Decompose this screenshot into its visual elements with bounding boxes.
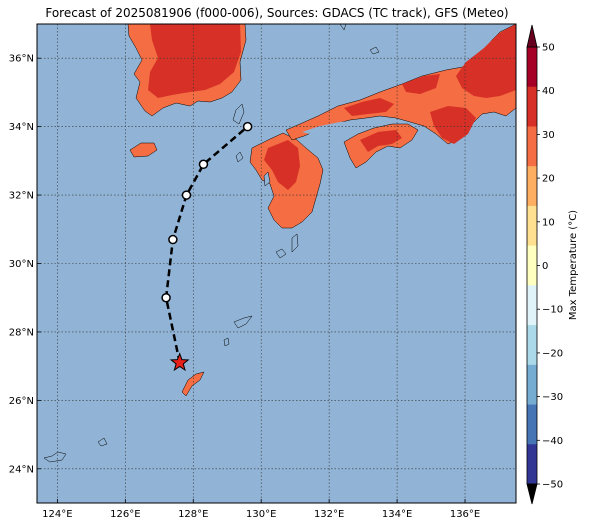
colorbar-tick-label: −40 [542,436,563,447]
colorbar-tick-label: 20 [542,174,555,185]
lat-tick-label: 24°N [9,464,34,475]
lat-tick-label: 34°N [9,122,34,133]
lon-tick-label: 128°E [178,509,208,520]
colorbar-segment [527,404,537,445]
lat-tick-label: 32°N [9,191,34,202]
forecast-point [161,292,171,303]
island-yaeyama [43,451,67,463]
colorbar-segment [527,205,537,246]
colorbar-label: Max Temperature (°C) [568,210,579,320]
colorbar-segment [527,444,537,485]
land-layer [43,24,516,463]
land-honshu-hot-east [456,24,516,98]
colorbar-segment [527,325,537,366]
colorbar-tick-label: −50 [542,480,563,491]
axis-ticks: 124°E 126°E 128°E 130°E 132°E 134°E 136°E 24°N 2… [9,54,480,520]
land-jeju [129,142,158,158]
lat-tick-label: 30°N [9,259,34,270]
island-koshiki [263,171,271,187]
island-goto [235,151,244,163]
tc-track [161,121,253,372]
colorbar-tick-label: 30 [542,130,555,141]
track-line [164,125,249,363]
colorbar-extend-top [526,24,538,48]
lon-tick-label: 130°E [246,509,276,520]
forecast-point [181,190,192,200]
land-kyushu-hot [264,140,300,190]
lat-tick-label: 36°N [9,54,34,65]
lon-tick-label: 134°E [382,509,412,520]
lon-tick-label: 132°E [314,509,344,520]
colorbar-segment [527,166,537,207]
figure-title: Forecast of 2025081906 (f000-006), Sourc… [45,6,508,20]
land-shikoku-hot [360,130,402,152]
forecast-point [198,159,209,170]
land-honshu-hot-kansai [430,106,476,144]
forecast-point [168,234,178,245]
colorbar-segments [526,24,538,505]
colorbar-tick-label: −20 [542,348,563,359]
land-tsushima [232,103,245,125]
island-tanegashima [291,233,299,253]
lon-tick-label: 124°E [42,509,72,520]
lat-tick-label: 26°N [9,396,34,407]
map-panel: 124°E 126°E 128°E 130°E 132°E 134°E 136°E 24°N 2… [9,23,517,520]
island-tokunoshima [223,337,230,347]
colorbar-segment [527,47,537,88]
colorbar-tick-label: 0 [542,261,548,272]
colorbar-tick-label: −30 [542,392,563,403]
colorbar-tick-label: −10 [542,305,563,316]
colorbar-segment [527,86,537,127]
lat-tick-label: 28°N [9,327,34,338]
inland-sea [302,118,420,136]
colorbar-segment [527,364,537,405]
colorbar-tick-label: 40 [542,86,555,97]
colorbar-ticks: 50 40 30 20 10 0 −10 −20 −30 −40 −50 [537,43,563,491]
land-korea-hot [148,24,241,98]
island-yakushima [275,248,287,259]
island-oki [369,46,380,55]
island-miyako [97,437,108,447]
colorbar-segment [527,245,537,286]
current-position-star-icon [169,352,190,372]
colorbar-segment [527,126,537,167]
colorbar: 50 40 30 20 10 0 −10 −20 −30 −40 −50 Max Temperatu… [526,24,579,505]
map-frame [36,23,517,504]
colorbar-extend-bottom [526,483,538,505]
island-sado [339,24,347,31]
colorbar-segment [527,285,537,326]
forecast-point [242,121,253,132]
lon-tick-label: 136°E [450,509,480,520]
colorbar-tick-label: 50 [542,43,555,54]
island-amami [233,315,253,329]
colorbar-tick-label: 10 [542,217,555,228]
gridlines [37,24,516,503]
island-okinawa [181,371,205,397]
lon-tick-label: 126°E [110,509,140,520]
land-honshu-hot-north [402,74,440,94]
land-honshu-hot-chugoku [344,98,394,116]
